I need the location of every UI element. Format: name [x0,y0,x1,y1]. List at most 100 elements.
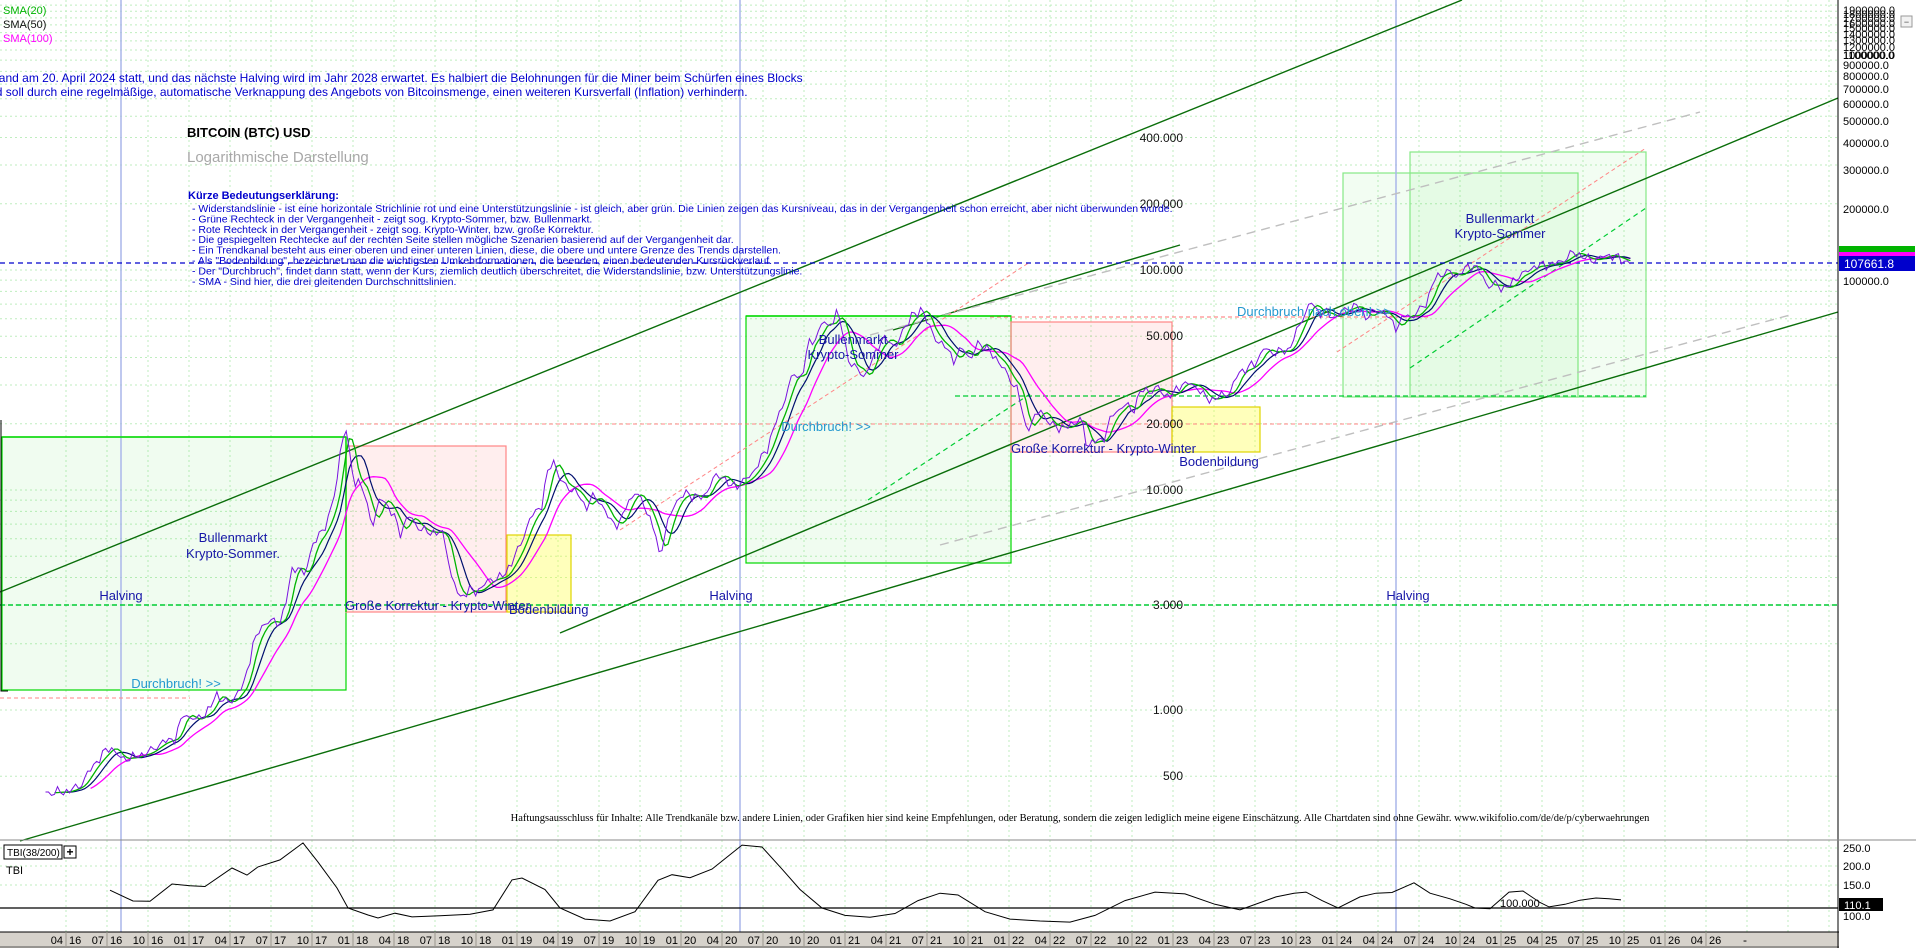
date-month[interactable]: 07 [1568,935,1580,947]
date-month[interactable]: 04 [871,935,883,947]
date-month[interactable]: 07 [912,935,924,947]
date-month[interactable]: 10 [1281,935,1293,947]
legend-sma50: SMA(50) [3,19,46,31]
date-month[interactable]: 07 [420,935,432,947]
axis-zoom-out-button[interactable]: - [1743,933,1747,947]
date-year[interactable]: 19 [602,935,614,947]
date-month[interactable]: 04 [1691,935,1703,947]
date-year[interactable]: 17 [192,935,204,947]
date-year[interactable]: 19 [643,935,655,947]
scenario-red-2 [1336,147,1647,353]
date-year[interactable]: 25 [1545,935,1557,947]
date-year[interactable]: 20 [766,935,778,947]
date-year[interactable]: 18 [438,935,450,947]
date-month[interactable]: 10 [133,935,145,947]
date-year[interactable]: 16 [110,935,122,947]
date-year[interactable]: 21 [971,935,983,947]
date-month[interactable]: 04 [215,935,227,947]
date-month[interactable]: 10 [1117,935,1129,947]
date-month[interactable]: 10 [1445,935,1457,947]
date-year[interactable]: 24 [1463,935,1475,947]
date-month[interactable]: 04 [543,935,555,947]
date-year[interactable]: 22 [1053,935,1065,947]
date-year[interactable]: 23 [1176,935,1188,947]
tbi-value-tag [1839,898,1883,911]
date-year[interactable]: 26 [1709,935,1721,947]
price-scale-label: 100.000 [1140,263,1184,277]
date-month[interactable]: 10 [625,935,637,947]
tbi-axis-tick: 250.0 [1843,843,1871,855]
date-month[interactable]: 04 [51,935,63,947]
price-scale-label: 200.000 [1140,197,1184,211]
date-month[interactable]: 01 [1650,935,1662,947]
right-axis-tick: 1000000.0 [1843,50,1895,62]
halving-2016-label: Halving [99,588,142,603]
date-month[interactable]: 10 [297,935,309,947]
date-month[interactable]: 04 [1199,935,1211,947]
date-month[interactable]: 10 [1609,935,1621,947]
date-month[interactable]: 01 [1322,935,1334,947]
date-month[interactable]: 01 [1158,935,1170,947]
date-year[interactable]: 20 [807,935,819,947]
date-month[interactable]: 01 [174,935,186,947]
date-month[interactable]: 04 [1035,935,1047,947]
date-year[interactable]: 21 [848,935,860,947]
date-month[interactable]: 04 [707,935,719,947]
date-year[interactable]: 23 [1217,935,1229,947]
date-month[interactable]: 04 [379,935,391,947]
tbi-param-box[interactable] [3,844,63,860]
date-year[interactable]: 20 [684,935,696,947]
disclaimer-text: Haftungsausschluss für Inhalte: Alle Tre… [511,813,1650,824]
date-month[interactable]: 07 [748,935,760,947]
date-year[interactable]: 17 [233,935,245,947]
date-month[interactable]: 01 [994,935,1006,947]
date-month[interactable]: 04 [1527,935,1539,947]
date-year[interactable]: 19 [561,935,573,947]
date-year[interactable]: 17 [274,935,286,947]
date-year[interactable]: 25 [1504,935,1516,947]
boden-2-label: Bodenbildung [1179,454,1259,469]
tbi-expand-button[interactable] [63,845,77,859]
date-year[interactable]: 21 [889,935,901,947]
date-year[interactable]: 22 [1094,935,1106,947]
date-month[interactable]: 01 [338,935,350,947]
date-year[interactable]: 24 [1422,935,1434,947]
left-axis-line [0,420,8,692]
collapse-axis-button[interactable] [1900,15,1913,28]
date-year[interactable]: 18 [356,935,368,947]
date-month[interactable]: 01 [830,935,842,947]
date-year[interactable]: 25 [1627,935,1639,947]
date-year[interactable]: 21 [930,935,942,947]
date-year[interactable]: 25 [1586,935,1598,947]
date-year[interactable]: 24 [1340,935,1352,947]
date-year[interactable]: 23 [1258,935,1270,947]
date-month[interactable]: 01 [1486,935,1498,947]
date-year[interactable]: 23 [1299,935,1311,947]
date-year[interactable]: 22 [1135,935,1147,947]
date-month[interactable]: 10 [461,935,473,947]
date-month[interactable]: 04 [1363,935,1375,947]
date-year[interactable]: 22 [1012,935,1024,947]
date-month[interactable]: 07 [92,935,104,947]
date-month[interactable]: 07 [1240,935,1252,947]
date-year[interactable]: 26 [1668,935,1680,947]
plus-icon[interactable]: + [66,845,73,859]
date-month[interactable]: 07 [256,935,268,947]
date-month[interactable]: 07 [584,935,596,947]
date-month[interactable]: 10 [789,935,801,947]
date-year[interactable]: 16 [151,935,163,947]
date-month[interactable]: 07 [1076,935,1088,947]
date-year[interactable]: 17 [315,935,327,947]
date-year[interactable]: 19 [520,935,532,947]
date-year[interactable]: 16 [69,935,81,947]
date-month[interactable]: 01 [666,935,678,947]
date-month[interactable]: 07 [1404,935,1416,947]
date-year[interactable]: 24 [1381,935,1393,947]
date-year[interactable]: 18 [479,935,491,947]
bullmarket-1b-label: Krypto-Sommer. [186,546,280,561]
date-year[interactable]: 20 [725,935,737,947]
date-month[interactable]: 10 [953,935,965,947]
minus-icon[interactable]: − [1904,17,1909,27]
date-year[interactable]: 18 [397,935,409,947]
date-month[interactable]: 01 [502,935,514,947]
